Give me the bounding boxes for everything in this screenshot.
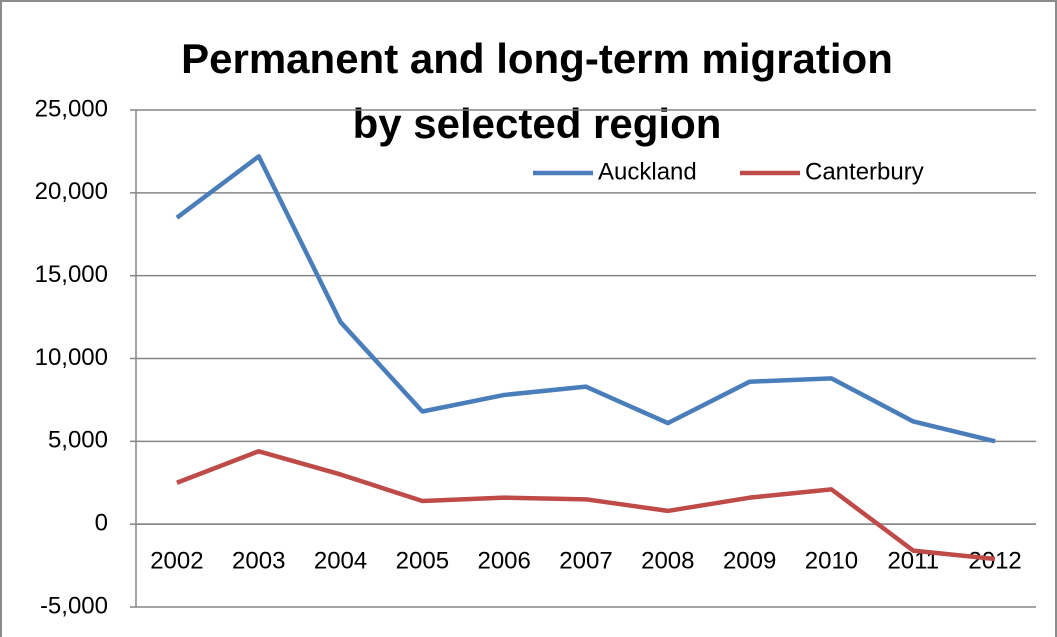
x-tick-label: 2008	[641, 548, 694, 575]
x-tick-label: 2007	[559, 548, 612, 575]
y-tick-label: 5,000	[48, 427, 108, 454]
y-tick-label: 10,000	[35, 344, 108, 371]
x-tick-label: 2002	[150, 548, 203, 575]
x-tick-label: 2003	[232, 548, 285, 575]
series-line	[176, 449, 996, 562]
x-tick-label: 2006	[477, 548, 530, 575]
x-tick-label: 2010	[805, 548, 858, 575]
y-tick-label: -5,000	[40, 592, 108, 619]
chart-title: by selected region	[353, 100, 722, 147]
x-tick-label: 2004	[314, 548, 367, 575]
legend-label: Auckland	[598, 158, 697, 185]
series-line	[175, 154, 996, 444]
chart-title: Permanent and long-term migration	[181, 35, 893, 82]
legend-label: Canterbury	[805, 158, 924, 185]
x-tick-label: 2012	[968, 548, 1021, 575]
x-tick-label: 2009	[723, 548, 776, 575]
x-tick-label: 2005	[396, 548, 449, 575]
y-tick-label: 20,000	[35, 178, 108, 205]
y-tick-label: 25,000	[35, 95, 108, 122]
y-tick-label: 15,000	[35, 261, 108, 288]
y-tick-label: 0	[95, 510, 108, 537]
